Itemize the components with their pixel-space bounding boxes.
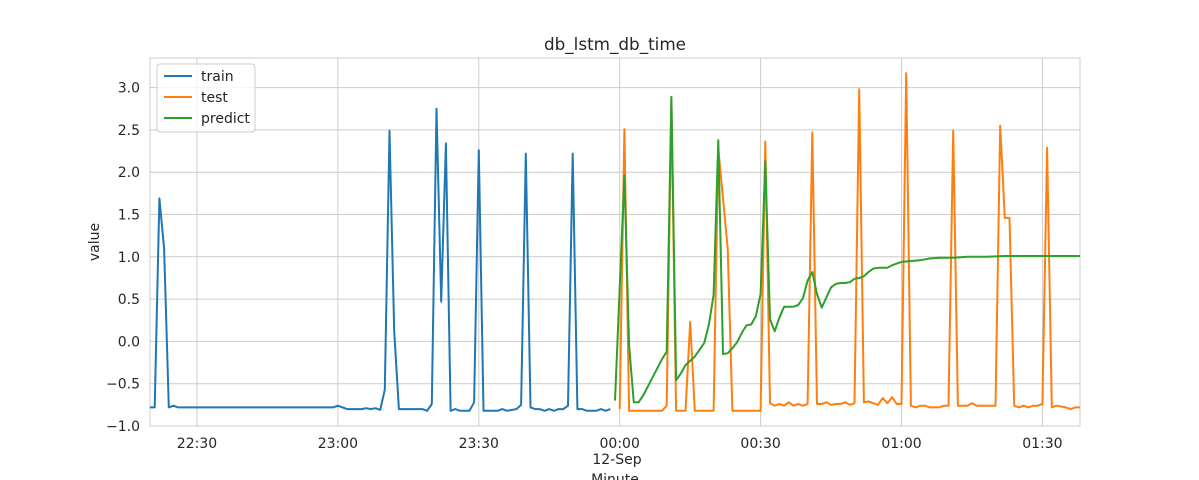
y-tick-label: 0.0 bbox=[118, 334, 140, 350]
series-lines bbox=[150, 72, 1080, 412]
legend-frame bbox=[156, 63, 256, 133]
y-axis-label: value bbox=[87, 223, 103, 261]
y-tick-label: 3.0 bbox=[118, 81, 140, 97]
y-tick-label: −0.5 bbox=[106, 377, 140, 393]
x-axis-label: Minute bbox=[591, 472, 639, 480]
chart-title: db_lstm_db_time bbox=[544, 34, 686, 55]
x-tick-label: 01:30 bbox=[1022, 436, 1062, 452]
plot-background bbox=[149, 57, 1081, 427]
x-tick-label: 23:30 bbox=[459, 436, 499, 452]
x-tick-label: 00:30 bbox=[740, 436, 780, 452]
x-tick-label: 01:00 bbox=[881, 436, 921, 452]
y-tick-label: −1.0 bbox=[106, 419, 140, 435]
y-tick-label: 0.5 bbox=[118, 292, 140, 308]
x-tick-labels: 22:30 23:00 23:30 00:00 00:30 01:00 01:30 bbox=[177, 436, 1063, 452]
series-line-predict bbox=[614, 95, 1080, 404]
y-tick-label: 1.5 bbox=[118, 208, 140, 224]
grid bbox=[150, 58, 1080, 427]
y-tick-label: 1.0 bbox=[118, 250, 140, 266]
y-tick-labels: −1.0 −0.5 0.0 0.5 1.0 1.5 2.0 2.5 3.0 bbox=[106, 81, 140, 435]
series-line-test bbox=[618, 72, 1080, 412]
y-tick-label: 2.0 bbox=[118, 165, 140, 181]
legend-label-predict: predict bbox=[201, 111, 250, 127]
legend-label-train: train bbox=[201, 69, 234, 85]
y-tick-label: 2.5 bbox=[118, 123, 140, 139]
legend: train test predict bbox=[156, 63, 256, 133]
series-line-train bbox=[150, 107, 611, 412]
x-tick-label: 00:00 bbox=[600, 436, 640, 452]
legend-label-test: test bbox=[201, 90, 228, 106]
x-tick-label: 22:30 bbox=[177, 436, 217, 452]
x-tick-label: 23:00 bbox=[318, 436, 358, 452]
x-date-label: 12-Sep bbox=[592, 452, 641, 468]
